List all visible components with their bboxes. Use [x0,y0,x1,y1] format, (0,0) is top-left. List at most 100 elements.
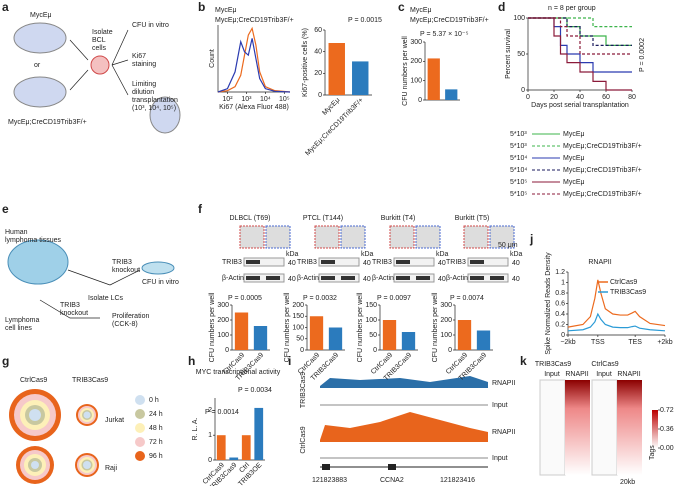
bar [254,407,264,460]
bar [401,332,416,350]
annotation: P = 0.0032 [303,295,337,302]
label: 40 [288,276,296,283]
arrows [39,269,141,319]
y-tick-label: 150 [365,302,377,309]
y-tick-label: 100 [365,317,377,324]
y-axis-label: Spike Normalized Reads Density [545,252,552,355]
scale-tick-label: 0.72 [660,407,674,414]
y-tick-label: 200 [217,317,229,324]
scale-tick-label: 0.36 [660,426,674,433]
label: RNAPII [617,371,640,378]
label: Input [492,402,508,409]
label: Input [544,371,560,378]
band [246,276,260,280]
x-tick-label: 40 [576,94,584,101]
bar [328,43,345,95]
panel-g-art [9,389,99,484]
legend-label: 5*10³ [510,131,527,138]
label: cells [92,45,107,52]
band [246,260,260,264]
bar [328,327,343,350]
x-tick-label: 10² [222,96,233,103]
micrograph [265,225,291,249]
panel-letter: h [188,354,195,368]
blot-band [318,257,360,267]
legend-label: MycEμ [563,179,585,186]
y-axis-label: Count [209,49,216,68]
legend-swatch [135,395,145,405]
legend-swatch [135,437,145,447]
label: (CCK-8) [112,321,138,328]
series-line [217,26,291,93]
legend-label: MycEμ [563,131,585,138]
chart-title: Burkitt (T4) [381,215,416,222]
label: 40 [363,276,371,283]
label: CFU in vitro [142,279,179,286]
band [470,276,484,280]
y-tick-label: 0 [418,97,422,104]
label: 40 [438,276,446,283]
legend-swatch [135,423,145,433]
label: β-Actin [446,275,468,282]
bar [229,457,239,460]
legend-label: MycEμ;CreCD19Trib3F/+ [563,191,642,198]
label: 40 [363,260,371,267]
label: Input [492,455,508,462]
label: 24 h [149,411,163,418]
band [416,276,430,280]
track [320,376,488,388]
annotation: P = 0.0034 [238,387,272,394]
bar [234,312,249,350]
label: Limiting [132,81,156,88]
legend-label: MycEμ;CreCD19Trib3F/+ [410,17,489,24]
bar [216,435,226,460]
label: Raji [105,465,118,472]
label: CtrlCas9 [300,426,307,453]
y-tick-label: 0 [373,347,377,354]
label: kDa [361,251,374,258]
band [321,276,335,280]
micrograph [463,225,489,249]
label: 40 [438,260,446,267]
x-tick-label: MycEμ [321,97,341,117]
y-tick-label: 300 [440,302,452,309]
label: BCL [92,37,106,44]
exon [388,464,396,470]
label: cell lines [5,325,32,332]
heatmap-col [617,380,642,475]
label: TRIB3Cas9 [535,361,571,368]
label: (10³, 10⁴, 10⁵) [132,105,176,112]
x-axis-label: Ki67 (Alexa Fluor 488) [219,104,289,111]
annotation: P = 0.0097 [377,295,411,302]
y-tick-label: 200 [292,302,304,309]
label: RNAPII [492,429,515,436]
label: knockout [60,310,88,317]
mouse [13,22,67,54]
tissue [7,239,69,285]
bar [445,89,458,100]
y-tick-label: 50 [296,336,304,343]
bar [476,330,491,350]
band [396,276,410,280]
x-tick-label: +2kb [657,339,672,346]
label: RNAPII [565,371,588,378]
series-line [567,279,666,328]
label: TRIB3 [222,259,242,266]
annotation: P = 5.37 × 10⁻⁵ [420,31,469,38]
label: 121823883 [312,477,347,484]
label: 72 h [149,439,163,446]
legend-label: MycEμ;CreCD19Trib3F/+ [563,143,642,150]
y-tick-label: 1.2 [555,269,565,276]
chart-title: Burkitt (T5) [455,215,490,222]
label: Input [596,371,612,378]
label: TRIB3 [60,302,80,309]
y-axis-label: CFU numbers per well [209,292,216,362]
label: TRIB3 [297,259,317,266]
y-tick-label: 1 [208,432,212,439]
panel-letter: i [288,354,291,368]
label: 48 h [149,425,163,432]
label: 121823416 [440,477,475,484]
x-tick-label: 20 [550,94,558,101]
y-tick-label: 0 [300,347,304,354]
label: TRIB3 [372,259,392,266]
